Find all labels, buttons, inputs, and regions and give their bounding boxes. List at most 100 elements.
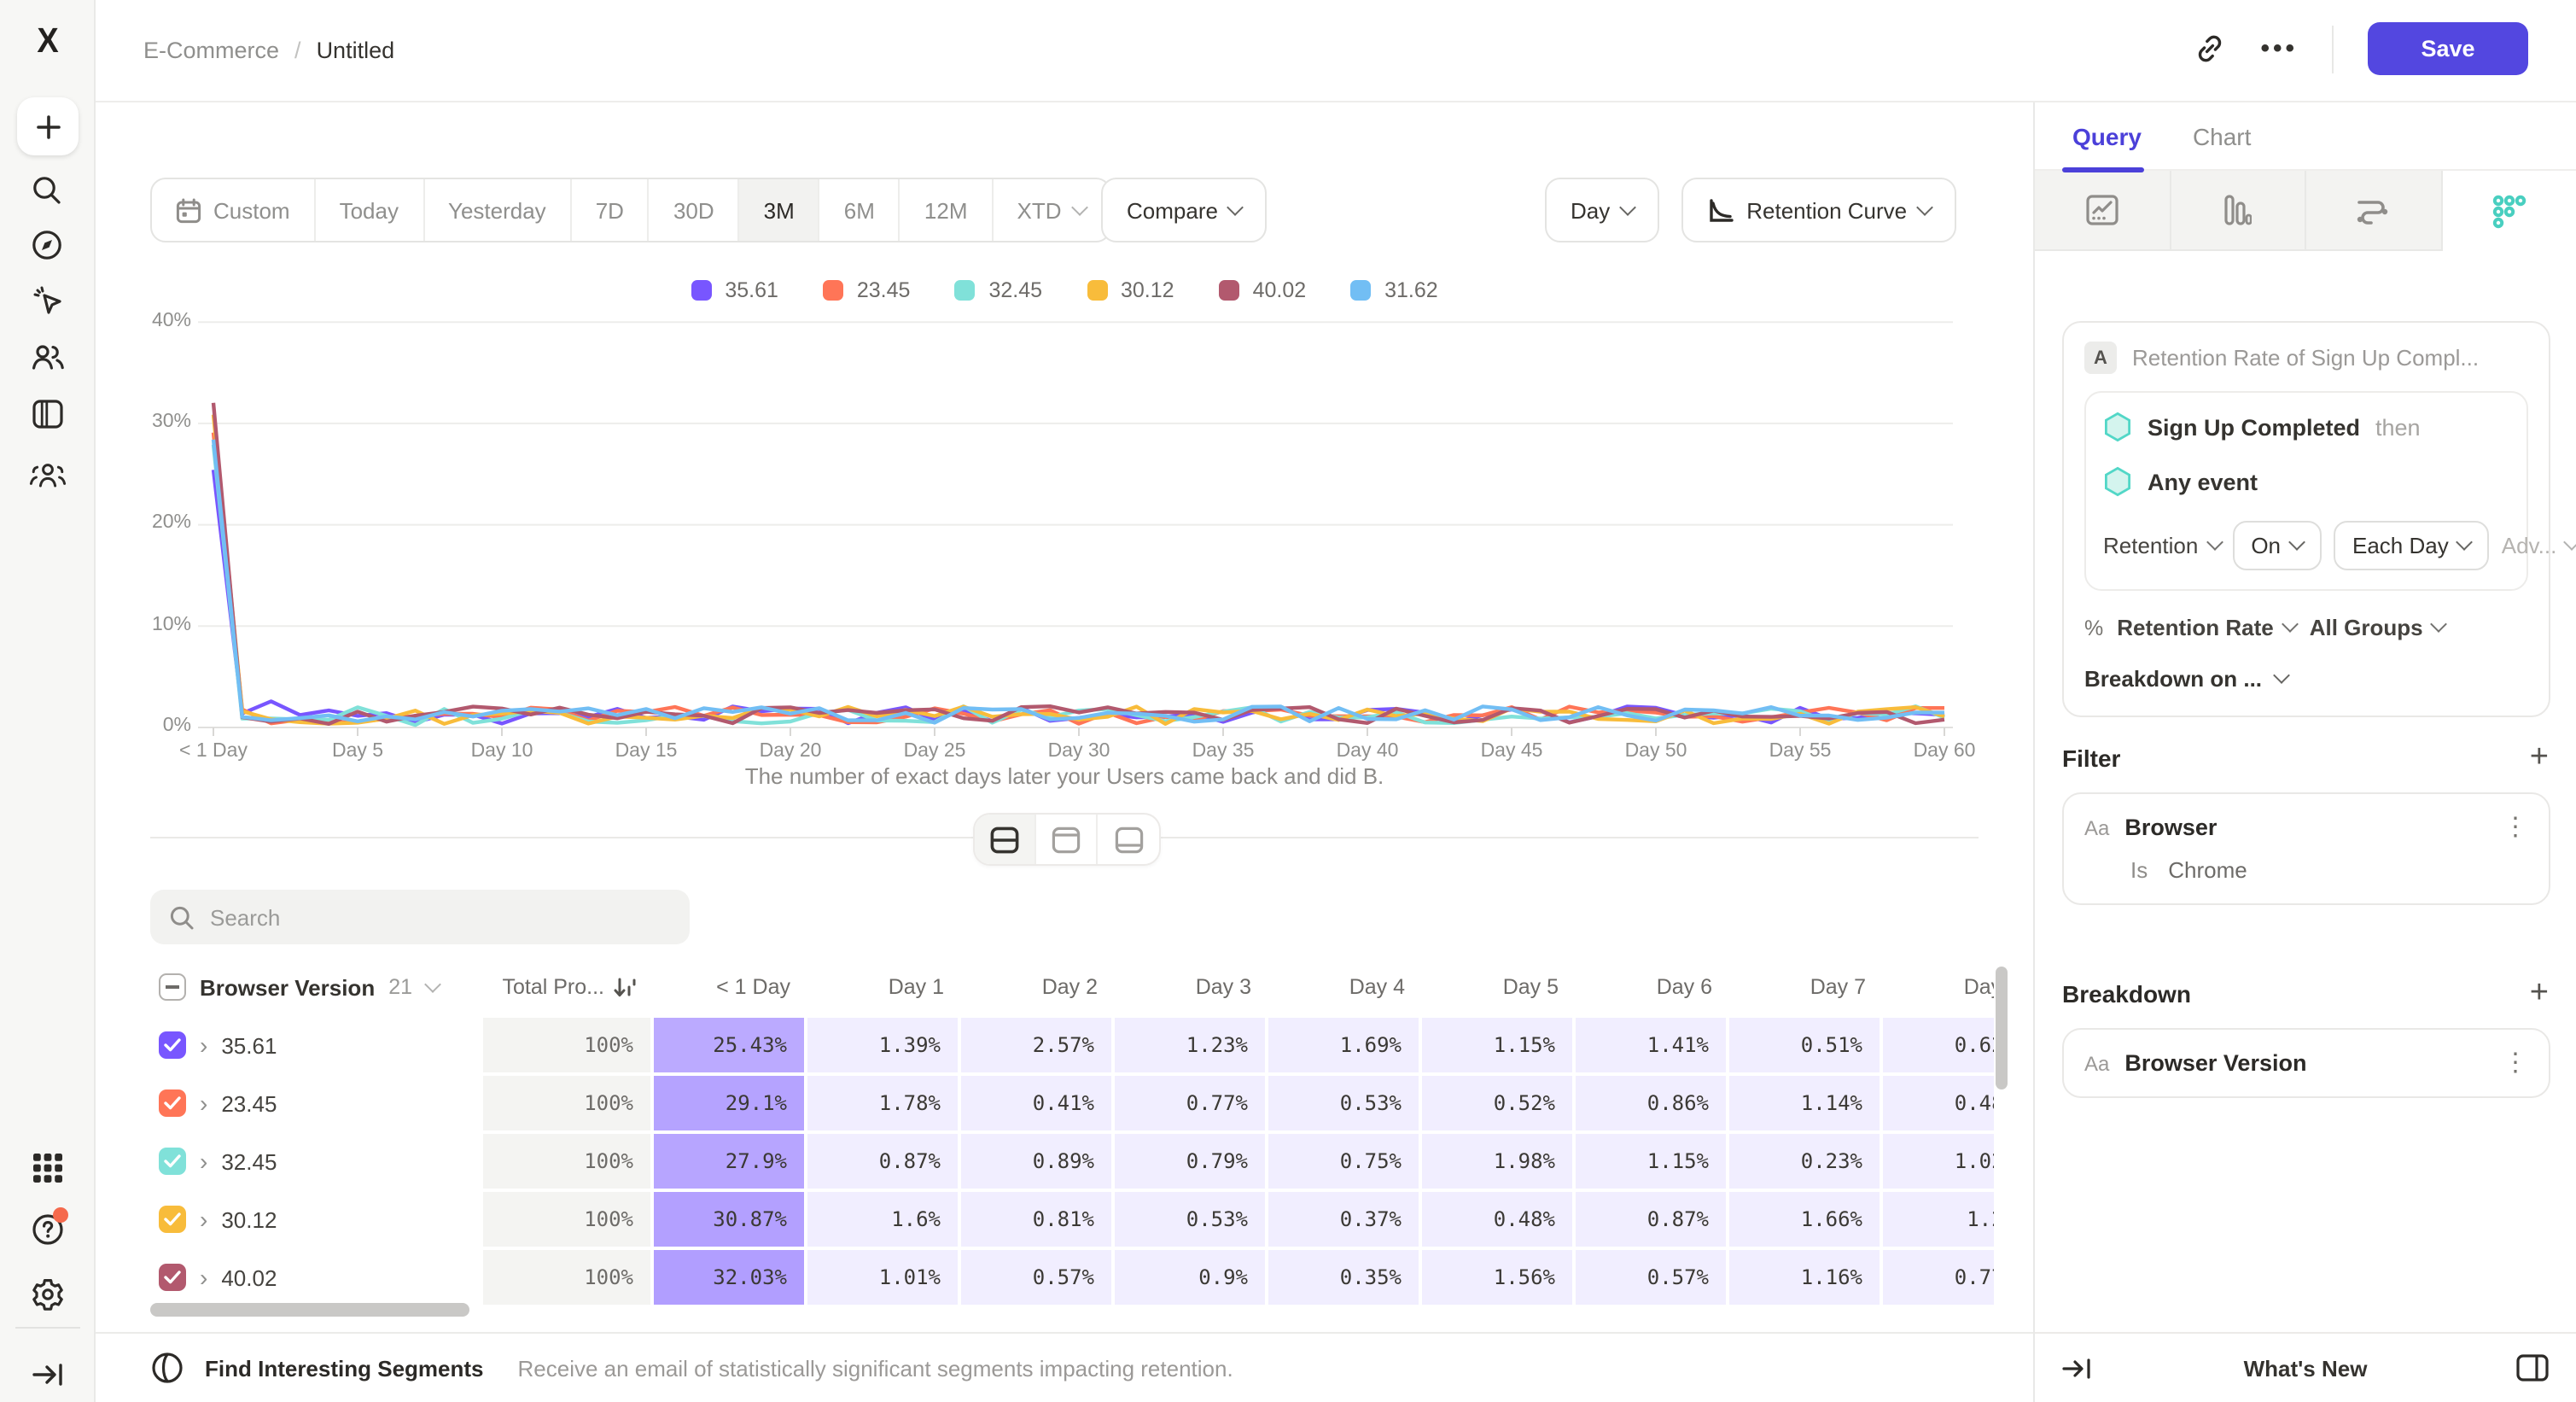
vertical-scrollbar-thumb[interactable]	[1996, 967, 2008, 1089]
expand-row-chevron-icon[interactable]: ›	[200, 1148, 208, 1175]
groups-dropdown[interactable]: All Groups	[2310, 615, 2448, 640]
retention-cell[interactable]: 0.81%	[961, 1192, 1115, 1247]
legend-item-40.02[interactable]: 40.02	[1218, 278, 1306, 302]
day-column-header[interactable]: < 1 Day	[716, 975, 790, 999]
table-row-40.02[interactable]: › 40.02 100% 32.03% 1.01% 0.57% 0.9% 0.35% 1.56%…	[150, 1250, 1994, 1305]
save-button[interactable]: Save	[2368, 22, 2528, 75]
more-options-icon[interactable]: •••	[2260, 34, 2298, 63]
tab-retention-report[interactable]	[2442, 171, 2576, 251]
interval-dropdown[interactable]: Each Day	[2334, 521, 2490, 570]
retention-cell[interactable]: 0.53%	[1115, 1192, 1268, 1247]
copy-link-icon[interactable]	[2194, 32, 2226, 65]
series-line-32.45[interactable]	[211, 444, 1945, 727]
retention-cell[interactable]: 1.6%	[807, 1192, 961, 1247]
retention-cell[interactable]: 1.16%	[1729, 1250, 1883, 1305]
legend-item-23.45[interactable]: 23.45	[822, 278, 910, 302]
kebab-menu-icon[interactable]: ⋮	[2503, 1049, 2528, 1078]
collapse-panel-icon[interactable]	[2062, 1357, 2091, 1379]
breakdown-on-dropdown[interactable]: Breakdown on ...	[2084, 666, 2528, 692]
range-xtd[interactable]: XTD	[994, 179, 1110, 241]
add-breakdown-button[interactable]: +	[2529, 975, 2549, 1011]
panel-tab-chart[interactable]: Chart	[2192, 122, 2252, 149]
retention-cell[interactable]: 0.87%	[1576, 1192, 1729, 1247]
retention-cell[interactable]: 30.87%	[654, 1192, 807, 1247]
horizontal-scrollbar-thumb[interactable]	[150, 1303, 469, 1317]
table-row-30.12[interactable]: › 30.12 100% 30.87% 1.6% 0.81% 0.53% 0.37% 0.48%…	[150, 1192, 1994, 1247]
retention-cell[interactable]: 1.23%	[1115, 1018, 1268, 1072]
retention-cell[interactable]: 0.87%	[807, 1134, 961, 1189]
mixpanel-logo-icon[interactable]: X	[37, 22, 59, 61]
retention-cell[interactable]: 0.77%	[1115, 1076, 1268, 1130]
breadcrumb-title[interactable]: Untitled	[316, 38, 395, 63]
on-dropdown[interactable]: On	[2232, 521, 2322, 570]
layout-split-view-button[interactable]	[975, 815, 1036, 864]
retention-cell[interactable]: 0.51%	[1729, 1018, 1883, 1072]
retention-cell[interactable]: 1.69%	[1268, 1018, 1422, 1072]
retention-cell[interactable]: 0.23%	[1729, 1134, 1883, 1189]
create-new-button[interactable]	[17, 97, 79, 155]
day-column-header[interactable]: Day 3	[1195, 975, 1251, 999]
range-30d[interactable]: 30D	[650, 179, 740, 241]
retention-cell[interactable]: 0.62%	[1883, 1018, 1994, 1072]
retention-cell[interactable]: 0.75%	[1268, 1134, 1422, 1189]
select-all-checkbox[interactable]	[159, 973, 186, 1001]
legend-item-32.45[interactable]: 32.45	[954, 278, 1042, 302]
legend-item-35.61[interactable]: 35.61	[691, 278, 778, 302]
boards-nav-icon[interactable]	[16, 386, 78, 441]
series-line-23.45[interactable]	[211, 432, 1944, 726]
series-line-30.12[interactable]	[211, 414, 1945, 726]
retention-cell[interactable]: 0.9%	[1115, 1250, 1268, 1305]
second-event-selector[interactable]: Any event	[2148, 470, 2258, 495]
retention-cell[interactable]: 0.77%	[1883, 1250, 1994, 1305]
retention-cell[interactable]: 0.57%	[1576, 1250, 1729, 1305]
row-checkbox[interactable]	[159, 1089, 186, 1117]
first-event-selector[interactable]: Sign Up Completed	[2148, 415, 2360, 441]
retention-cell[interactable]: 1.66%	[1729, 1192, 1883, 1247]
find-segments-button[interactable]: Find Interesting Segments	[205, 1355, 484, 1381]
retention-cell[interactable]: 1.15%	[1422, 1018, 1576, 1072]
range-6m[interactable]: 6M	[820, 179, 900, 241]
retention-cell[interactable]: 25.43%	[654, 1018, 807, 1072]
series-line-40.02[interactable]	[211, 402, 1945, 726]
layout-table-view-button[interactable]	[1098, 815, 1159, 864]
group-column-header[interactable]: Browser Version	[200, 974, 376, 1000]
retention-cell[interactable]: 0.41%	[961, 1076, 1115, 1130]
range-custom[interactable]: Custom	[152, 179, 316, 241]
search-nav-icon[interactable]	[16, 162, 78, 217]
retention-mode-dropdown[interactable]: Retention	[2103, 533, 2223, 558]
settings-gear-icon[interactable]	[16, 1267, 78, 1322]
retention-cell[interactable]: 1.02%	[1883, 1134, 1994, 1189]
total-column-header[interactable]: Total Pro...	[483, 963, 654, 1011]
retention-cell[interactable]: 2.57%	[961, 1018, 1115, 1072]
expand-sidebar-icon[interactable]	[16, 1347, 78, 1402]
breakdown-property[interactable]: Browser Version	[2124, 1050, 2307, 1076]
range-3m[interactable]: 3M	[739, 179, 820, 241]
chart-type-dropdown[interactable]: Retention Curve	[1681, 178, 1957, 242]
tab-flows-report[interactable]	[2306, 171, 2442, 251]
retention-cell[interactable]: 27.9%	[654, 1134, 807, 1189]
retention-cell[interactable]: 0.48%	[1422, 1192, 1576, 1247]
table-search-input[interactable]: Search	[150, 890, 690, 944]
retention-cell[interactable]: 1.14%	[1729, 1076, 1883, 1130]
retention-cell[interactable]: 0.37%	[1268, 1192, 1422, 1247]
expand-row-chevron-icon[interactable]: ›	[200, 1089, 208, 1117]
day-column-header[interactable]: Day 1	[888, 975, 944, 999]
retention-cell[interactable]: 0.86%	[1576, 1076, 1729, 1130]
whats-new-link[interactable]: What's New	[2243, 1355, 2368, 1381]
filter-card[interactable]: Aa Browser ⋮ Is Chrome	[2062, 792, 2550, 905]
breakdown-card[interactable]: Aa Browser Version ⋮	[2062, 1028, 2550, 1098]
filter-operator[interactable]: Is	[2130, 857, 2148, 883]
retention-cell[interactable]: 32.03%	[654, 1250, 807, 1305]
legend-item-30.12[interactable]: 30.12	[1087, 278, 1174, 302]
measure-dropdown[interactable]: Retention Rate	[2117, 615, 2299, 640]
row-checkbox[interactable]	[159, 1206, 186, 1233]
add-filter-button[interactable]: +	[2529, 739, 2549, 775]
tab-insights-report[interactable]	[2035, 171, 2171, 251]
expand-row-chevron-icon[interactable]: ›	[200, 1206, 208, 1233]
row-checkbox[interactable]	[159, 1148, 186, 1175]
cohorts-nav-icon[interactable]	[16, 447, 78, 502]
retention-cell[interactable]: 1.01%	[807, 1250, 961, 1305]
table-row-32.45[interactable]: › 32.45 100% 27.9% 0.87% 0.89% 0.79% 0.75% 1.98%…	[150, 1134, 1994, 1189]
breadcrumb-project[interactable]: E-Commerce	[143, 38, 280, 63]
granularity-dropdown[interactable]: Day	[1545, 178, 1660, 242]
